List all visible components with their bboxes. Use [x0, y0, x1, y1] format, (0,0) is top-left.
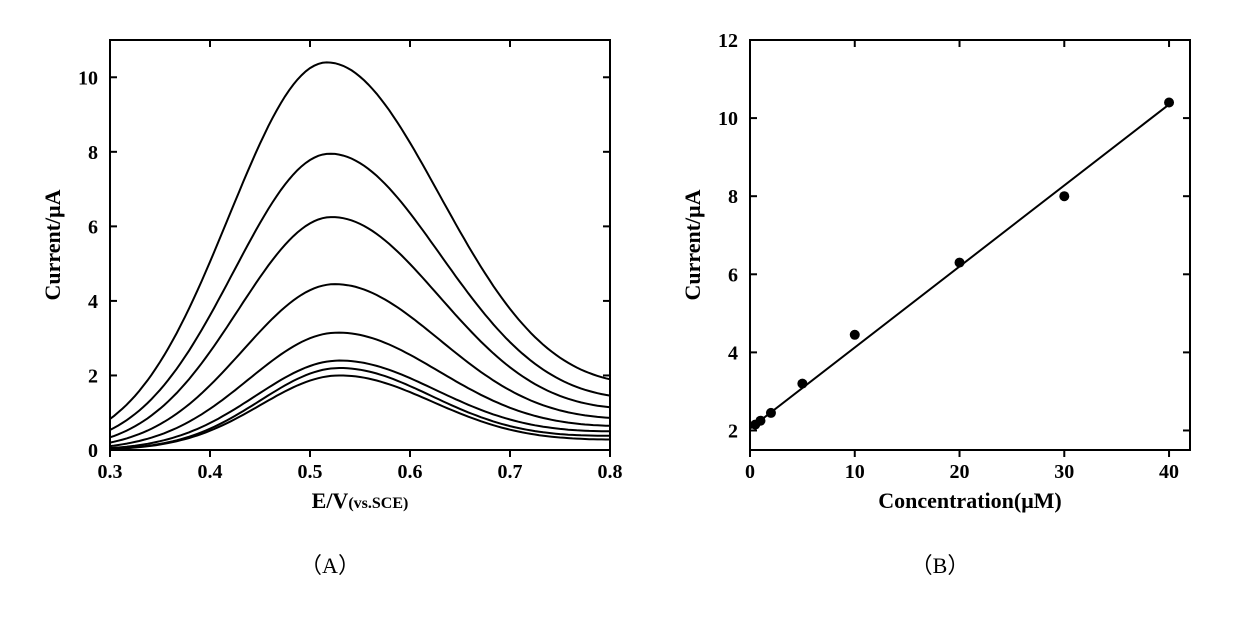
- svg-text:0.3: 0.3: [98, 461, 123, 483]
- svg-text:0.6: 0.6: [398, 461, 423, 483]
- svg-text:0.4: 0.4: [198, 461, 223, 483]
- panel-a-label: （A）: [300, 548, 360, 580]
- panel-a-chart: 0.3 0.4 0.5 0.6 0.7 0.8 0 2 4 6 8 10 E/V(vs.SCE) Curr…: [30, 20, 630, 520]
- svg-text:0.5: 0.5: [298, 461, 323, 483]
- panel-b-chart: 0 10 20 30 40 2 4 6 8 10 12 Concentration(μM) Curren…: [670, 20, 1210, 520]
- svg-text:0.8: 0.8: [598, 461, 623, 483]
- svg-text:20: 20: [950, 461, 970, 483]
- svg-text:Current/μA: Current/μA: [40, 189, 65, 300]
- svg-text:30: 30: [1054, 461, 1074, 483]
- svg-text:Current/μA: Current/μA: [680, 189, 705, 300]
- svg-text:10: 10: [718, 108, 738, 130]
- svg-text:10: 10: [78, 67, 98, 89]
- svg-text:6: 6: [88, 216, 98, 238]
- svg-text:12: 12: [718, 30, 738, 52]
- svg-text:E/V(vs.SCE): E/V(vs.SCE): [312, 488, 409, 513]
- figure-row: 0.30.40.50.60.70.80246810E/V(vs.SCE)Curr…: [30, 20, 1210, 520]
- svg-text:2: 2: [88, 365, 98, 387]
- svg-text:4: 4: [88, 291, 98, 313]
- panel-b-label: （B）: [911, 548, 970, 580]
- svg-text:Concentration(μM): Concentration(μM): [878, 488, 1062, 513]
- svg-text:10: 10: [845, 461, 865, 483]
- svg-text:0: 0: [745, 461, 755, 483]
- svg-text:8: 8: [88, 142, 98, 164]
- svg-text:0.7: 0.7: [498, 461, 523, 483]
- svg-text:0: 0: [88, 440, 98, 462]
- svg-text:6: 6: [728, 264, 738, 286]
- panel-b: 0 10 20 30 40 2 4 6 8 10 12 Concentration(μM) Curren…: [670, 20, 1210, 520]
- svg-text:8: 8: [728, 186, 738, 208]
- svg-text:40: 40: [1159, 461, 1179, 483]
- panel-a: 0.3 0.4 0.5 0.6 0.7 0.8 0 2 4 6 8 10 E/V(vs.SCE) Curr…: [30, 20, 630, 520]
- svg-text:2: 2: [728, 420, 738, 442]
- svg-text:4: 4: [728, 342, 738, 364]
